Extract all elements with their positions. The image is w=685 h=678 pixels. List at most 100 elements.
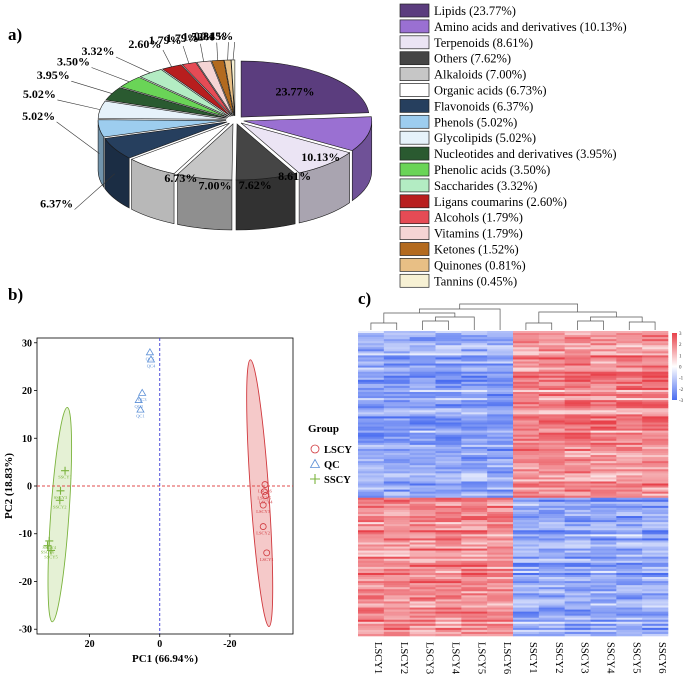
heatmap-cell [358, 473, 385, 476]
heatmap-cell [461, 363, 488, 366]
heatmap-cell [513, 550, 540, 553]
heatmap-cell [383, 387, 410, 391]
heatmap-cell [461, 477, 488, 480]
heatmap-cell [383, 493, 410, 496]
heatmap-cell [383, 542, 410, 545]
heatmap-cell [538, 552, 565, 555]
heatmap-cell [538, 412, 565, 415]
heatmap-cell [461, 619, 488, 623]
heatmap-cell [409, 491, 436, 494]
heatmap-cell [616, 619, 643, 623]
heatmap-cell [383, 432, 410, 435]
heatmap-cell [616, 483, 643, 486]
heatmap-cell [435, 495, 462, 499]
heatmap-cell [616, 367, 643, 370]
heatmap-cell [383, 377, 410, 381]
heatmap-cell [590, 615, 617, 618]
heatmap-cell [358, 605, 385, 608]
heatmap-cell [538, 589, 565, 592]
heatmap-cell [461, 369, 488, 372]
heatmap-cell [358, 341, 385, 344]
heatmap-cell [409, 487, 436, 490]
heatmap-cell [358, 465, 385, 468]
heatmap-cell [487, 412, 514, 415]
heatmap-cell [564, 430, 591, 433]
column-label-lscy6: LSCY6 [501, 642, 512, 674]
heatmap-cell [358, 459, 385, 462]
heatmap-cell [538, 434, 565, 438]
heatmap-cell [435, 599, 462, 602]
heatmap-cell [590, 410, 617, 413]
point-qc5 [145, 348, 155, 356]
heatmap-cell [538, 453, 565, 456]
heatmap-cell [435, 522, 462, 525]
heatmap-cell [487, 587, 514, 590]
heatmap-cell [590, 377, 617, 381]
heatmap-cell [383, 428, 410, 431]
heatmap-cell [538, 514, 565, 517]
heatmap-cell [513, 522, 540, 525]
heatmap-cell [538, 615, 565, 618]
heatmap-cell [435, 424, 462, 427]
heatmap-cell [513, 589, 540, 592]
heatmap-cell [513, 562, 540, 566]
heatmap-cell [616, 339, 643, 342]
heatmap-cell [383, 568, 410, 572]
heatmap-cell [642, 479, 669, 482]
legend-swatch [399, 114, 430, 129]
heatmap-cell [538, 575, 565, 578]
heatmap-cell [616, 595, 643, 598]
point-sscy5 [47, 546, 56, 555]
heatmap-cell [487, 530, 514, 533]
point-sscy6 [43, 541, 52, 550]
heatmap-cell [487, 556, 514, 560]
heatmap-cell [358, 359, 385, 362]
heatmap-cell [538, 554, 565, 557]
heatmap-cell [564, 385, 591, 389]
heatmap-cell [616, 518, 643, 521]
point-label: SSCY1 [58, 475, 72, 480]
heatmap-cell [642, 599, 669, 602]
heatmap-cell [616, 479, 643, 482]
heatmap-cell [461, 416, 488, 419]
pie-pct-label: 5.02% [23, 87, 56, 101]
heatmap-cell [590, 581, 617, 584]
heatmap-cell [642, 497, 669, 501]
heatmap-cell [564, 487, 591, 490]
heatmap-cell [616, 564, 643, 568]
heatmap-cell [564, 501, 591, 505]
heatmap-cell [538, 489, 565, 492]
heatmap-cell [358, 412, 385, 415]
heatmap-cell [513, 355, 540, 358]
heatmap-cell [538, 438, 565, 442]
heatmap-cell [590, 611, 617, 614]
heatmap-cell [487, 483, 514, 486]
heatmap-cell [590, 556, 617, 560]
heatmap-cell [564, 597, 591, 600]
heatmap-cell [616, 546, 643, 549]
heatmap-cell [513, 398, 540, 401]
heatmap-cell [538, 404, 565, 407]
heatmap-cell [358, 392, 385, 395]
heatmap-cell [409, 442, 436, 446]
heatmap-cell [461, 540, 488, 543]
heatmap-cell [616, 353, 643, 356]
heatmap-cell [358, 619, 385, 623]
heatmap-cell [538, 536, 565, 539]
heatmap-cell [538, 373, 565, 377]
heatmap-cell [564, 585, 591, 588]
heatmap-cell [564, 485, 591, 488]
heatmap-cell [358, 375, 385, 379]
heatmap-cell [590, 554, 617, 557]
heatmap-cell [513, 509, 540, 513]
heatmap-cell [383, 353, 410, 356]
heatmap-cell [358, 455, 385, 458]
panel-label-b: b) [8, 285, 23, 304]
heatmap-column-dendrogram [370, 303, 656, 330]
heatmap-cell [642, 383, 669, 387]
heatmap-cell [383, 430, 410, 433]
heatmap-cell [616, 568, 643, 572]
heatmap-cell [409, 591, 436, 594]
heatmap-cell [409, 424, 436, 427]
